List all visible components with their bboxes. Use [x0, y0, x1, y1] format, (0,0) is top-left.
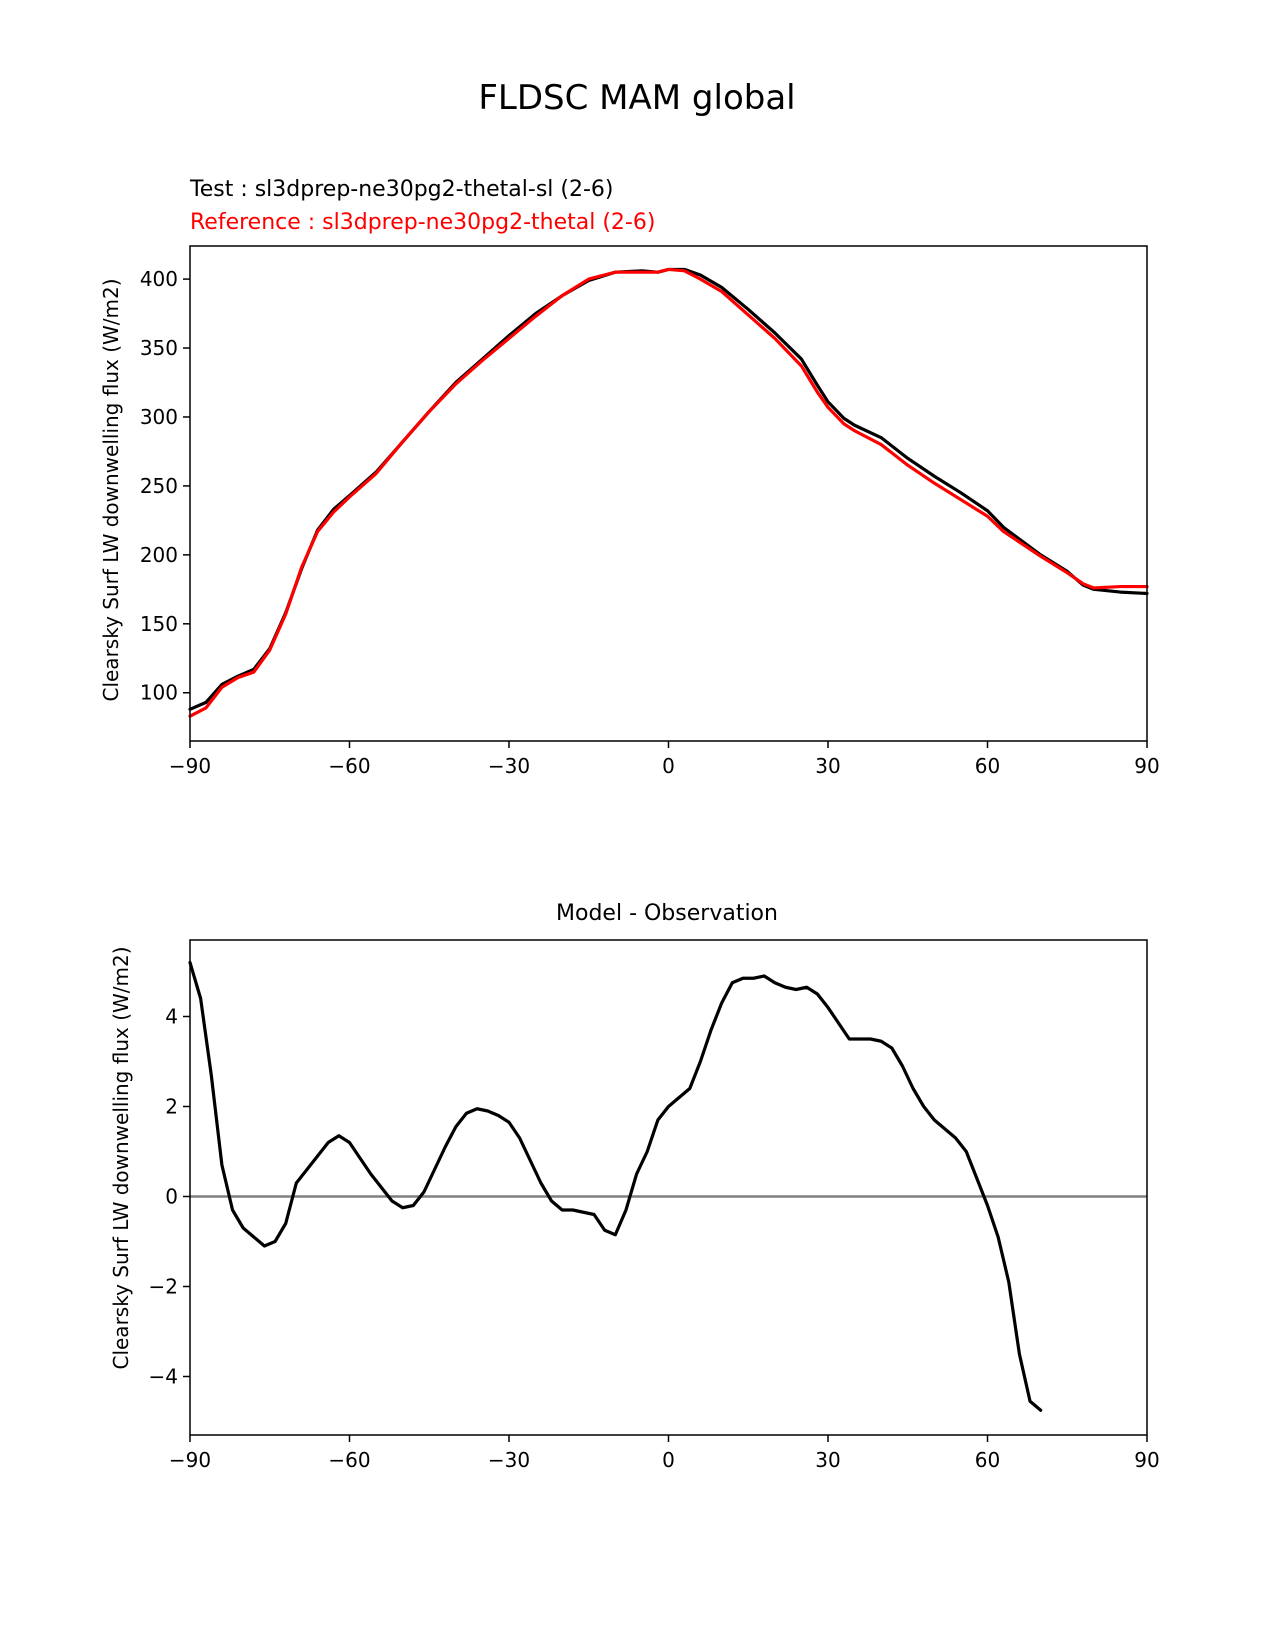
- reference-series-line: [188, 267, 1149, 718]
- test-series-line: [188, 267, 1149, 711]
- bottom-panel: Model - Observation −90 −60 −30 0 30 60 90 −4 −2…: [109, 901, 1160, 1472]
- x-tick-label: 90: [1134, 1448, 1159, 1472]
- y-tick-label: 350: [140, 336, 178, 360]
- x-tick-label: 30: [815, 754, 840, 778]
- x-tick-label: 60: [975, 1448, 1000, 1472]
- y-tick-label: 250: [140, 474, 178, 498]
- plot-frame: [189, 939, 1148, 1436]
- x-tick-label: −90: [169, 754, 211, 778]
- plot-frame: [189, 245, 1148, 742]
- y-tick-label: 100: [140, 681, 178, 705]
- y-tick-label: 150: [140, 612, 178, 636]
- x-tick-label: −90: [169, 1448, 211, 1472]
- y-tick-label: 4: [165, 1005, 178, 1029]
- y-tick-label: 300: [140, 405, 178, 429]
- y-tick-label: −2: [149, 1275, 178, 1299]
- x-tick-label: 90: [1134, 754, 1159, 778]
- test-label: Test : sl3dprep-ne30pg2-thetal-sl (2-6): [189, 177, 614, 202]
- top-plot-area: −90 −60 −30 0 30 60 90 100 150 200 250 300 350 400: [140, 245, 1160, 778]
- x-tick-label: 30: [815, 1448, 840, 1472]
- x-tick-label: −60: [328, 1448, 370, 1472]
- reference-label: Reference : sl3dprep-ne30pg2-thetal (2-6…: [190, 210, 655, 235]
- bottom-y-axis-label: Clearsky Surf LW downwelling flux (W/m2): [109, 946, 133, 1369]
- top-panel: Test : sl3dprep-ne30pg2-thetal-sl (2-6) …: [99, 177, 1160, 778]
- top-y-axis-label: Clearsky Surf LW downwelling flux (W/m2): [99, 278, 123, 701]
- figure-title: FLDSC MAM global: [478, 78, 795, 118]
- difference-series-line: [188, 960, 1043, 1412]
- x-tick-label: −60: [328, 754, 370, 778]
- x-tick-label: 60: [975, 754, 1000, 778]
- x-tick-label: 0: [662, 754, 675, 778]
- y-tick-label: 0: [165, 1185, 178, 1209]
- y-tick-label: −4: [149, 1365, 178, 1389]
- y-tick-label: 200: [140, 543, 178, 567]
- x-tick-label: 0: [662, 1448, 675, 1472]
- x-tick-label: −30: [488, 1448, 530, 1472]
- y-tick-label: 400: [140, 267, 178, 291]
- bottom-chart-title: Model - Observation: [556, 901, 778, 926]
- x-tick-label: −30: [488, 754, 530, 778]
- y-tick-label: 2: [165, 1095, 178, 1119]
- bottom-plot-area: −90 −60 −30 0 30 60 90 −4 −2 0 2 4: [149, 939, 1160, 1472]
